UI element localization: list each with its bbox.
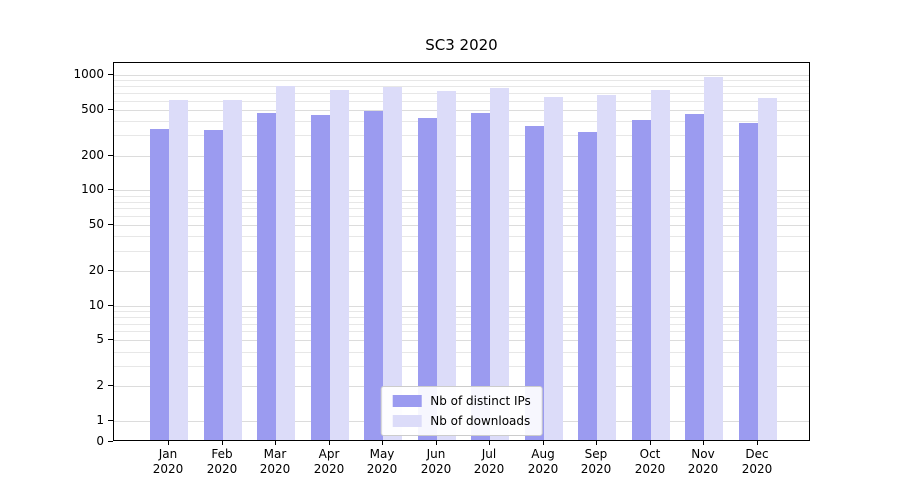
bar-distinct-ips (364, 111, 383, 440)
x-tick-label: Jun 2020 (420, 447, 452, 476)
y-tick-label: 10 (88, 298, 104, 312)
grid-line (114, 216, 809, 217)
bar-downloads (383, 87, 402, 440)
grid-line (114, 93, 809, 94)
grid-line (114, 208, 809, 209)
x-tick-label: Jan 2020 (152, 447, 184, 476)
grid-line (114, 190, 809, 191)
x-tick-mark (329, 441, 330, 445)
y-tick-label: 500 (81, 102, 104, 116)
y-tick-label: 1000 (73, 67, 104, 81)
x-tick-label: Feb 2020 (206, 447, 238, 476)
bar-downloads (223, 100, 242, 440)
x-tick-mark (489, 441, 490, 445)
grid-line (114, 271, 809, 272)
x-tick-label: Oct 2020 (634, 447, 666, 476)
bar-distinct-ips (204, 130, 223, 440)
x-tick-label: Apr 2020 (313, 447, 345, 476)
bar-distinct-ips (471, 113, 490, 440)
grid-line (114, 80, 809, 81)
y-tick-label: 50 (88, 217, 104, 231)
grid-line (114, 340, 809, 341)
legend: Nb of distinct IPs Nb of downloads (380, 386, 543, 436)
x-tick-mark (596, 441, 597, 445)
grid-line (114, 101, 809, 102)
grid-line (114, 202, 809, 203)
x-tick-label: Nov 2020 (687, 447, 719, 476)
bar-downloads (597, 95, 616, 440)
grid-line (114, 352, 809, 353)
x-tick-label: May 2020 (366, 447, 398, 476)
x-tick-label: Mar 2020 (259, 447, 291, 476)
x-tick-label: Sep 2020 (580, 447, 612, 476)
bar-downloads (330, 90, 349, 440)
grid-line (114, 121, 809, 122)
x-tick-mark (275, 441, 276, 445)
y-tick-mark (108, 441, 113, 442)
bar-distinct-ips (578, 132, 597, 440)
grid-line (114, 135, 809, 136)
x-tick-mark (436, 441, 437, 445)
y-tick-label: 2 (96, 378, 104, 392)
bar-distinct-ips (418, 118, 437, 440)
y-tick-label: 20 (88, 263, 104, 277)
bar-distinct-ips (311, 115, 330, 440)
y-tick-label: 100 (81, 182, 104, 196)
y-tick-label: 200 (81, 148, 104, 162)
legend-swatch-downloads (392, 415, 422, 427)
plot-area: Nb of distinct IPs Nb of downloads (113, 62, 810, 441)
legend-item-downloads: Nb of downloads (392, 414, 531, 428)
bar-downloads (276, 86, 295, 440)
x-tick-mark (543, 441, 544, 445)
grid-line (114, 366, 809, 367)
bar-distinct-ips (150, 129, 169, 440)
bar-downloads (437, 91, 456, 440)
x-tick-mark (703, 441, 704, 445)
bar-downloads (544, 97, 563, 440)
grid-line (114, 251, 809, 252)
x-tick-label: Aug 2020 (527, 447, 559, 476)
grid-line (114, 156, 809, 157)
grid-line (114, 324, 809, 325)
grid-line (114, 311, 809, 312)
grid-line (114, 236, 809, 237)
bar-downloads (651, 90, 670, 440)
x-axis: Jan 2020 Feb 2020 Mar 2020 Apr 2020 May 2020… (113, 447, 810, 483)
grid-line (114, 196, 809, 197)
bar-distinct-ips (632, 120, 651, 440)
x-tick-mark (222, 441, 223, 445)
x-tick-mark (168, 441, 169, 445)
chart-title: SC3 2020 (425, 36, 498, 54)
grid-line (114, 86, 809, 87)
grid-line (114, 225, 809, 226)
grid-line (114, 110, 809, 111)
x-tick-label: Jul 2020 (473, 447, 505, 476)
grid-line (114, 317, 809, 318)
x-tick-mark (650, 441, 651, 445)
y-axis: 0 1 2 5 10 20 50 100 200 500 1000 (0, 62, 104, 448)
bar-distinct-ips (525, 126, 544, 440)
x-tick-mark (382, 441, 383, 445)
bar-distinct-ips (739, 123, 758, 440)
y-tick-label: 0 (96, 434, 104, 448)
grid-line (114, 331, 809, 332)
legend-item-distinct-ips: Nb of distinct IPs (392, 394, 531, 408)
bar-downloads (169, 100, 188, 440)
legend-label-distinct-ips: Nb of distinct IPs (430, 394, 531, 408)
legend-label-downloads: Nb of downloads (430, 414, 531, 428)
bar-distinct-ips (257, 113, 276, 440)
grid-line (114, 306, 809, 307)
x-tick-label: Dec 2020 (741, 447, 773, 476)
y-tick-label: 5 (96, 332, 104, 346)
bar-downloads (490, 88, 509, 440)
x-tick-mark (757, 441, 758, 445)
y-tick-label: 1 (96, 413, 104, 427)
grid-line (114, 75, 809, 76)
bar-downloads (704, 77, 723, 440)
bar-downloads (758, 98, 777, 440)
legend-swatch-distinct-ips (392, 395, 422, 407)
bar-distinct-ips (685, 114, 704, 440)
